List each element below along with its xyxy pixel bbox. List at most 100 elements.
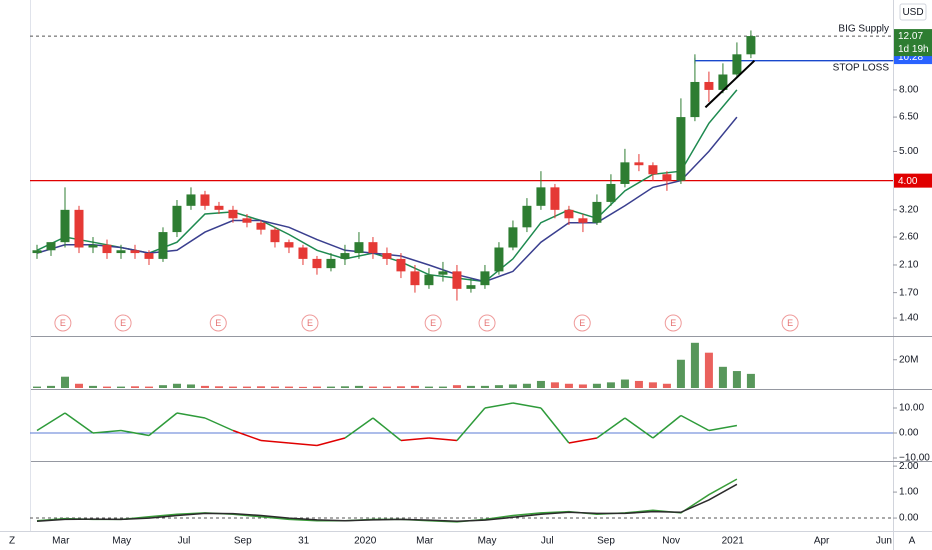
candle-body xyxy=(732,54,742,75)
volume-bar xyxy=(592,383,601,388)
volume-bar xyxy=(606,382,615,388)
volume-bar xyxy=(340,386,349,388)
volume-bar xyxy=(508,384,517,388)
volume-bar xyxy=(732,371,741,388)
trendline xyxy=(704,59,756,109)
candle-body xyxy=(214,205,224,210)
candle-body xyxy=(368,242,378,254)
volume-bar xyxy=(200,385,209,388)
bar-countdown: 1d 19h xyxy=(898,44,929,55)
volume-bar xyxy=(228,386,237,388)
y-tick-label: 0.00 xyxy=(899,428,919,439)
volume-bar xyxy=(718,366,727,388)
currency[interactable]: USD xyxy=(902,7,923,18)
y-tick-label: 1.40 xyxy=(899,313,919,324)
volume-bar xyxy=(704,352,713,388)
volume-bar xyxy=(326,386,335,388)
volume-bar xyxy=(564,383,573,388)
y-tick-label: 1.00 xyxy=(899,487,919,498)
volume-bar xyxy=(158,385,167,388)
volume-bar xyxy=(620,379,629,388)
auto-scale-button[interactable]: A xyxy=(909,536,916,547)
candle-body xyxy=(298,247,308,259)
candle-body xyxy=(102,244,112,254)
candle-body xyxy=(438,271,448,275)
x-tick-label: 2020 xyxy=(354,536,377,547)
volume-bar xyxy=(662,383,671,388)
zoom-button[interactable]: Z xyxy=(9,536,15,547)
oscillator-segment xyxy=(652,414,682,439)
x-tick-label: Apr xyxy=(814,536,830,547)
candle-body xyxy=(508,227,518,248)
earnings-label: E xyxy=(307,318,313,328)
oscillator-segment xyxy=(708,424,738,432)
last-price-tag: 12.07 xyxy=(898,31,923,42)
volume-bar xyxy=(102,386,111,388)
oscillator-segment xyxy=(176,412,206,419)
candle-body xyxy=(60,209,70,243)
volume-bar xyxy=(522,383,531,388)
currency-button[interactable] xyxy=(899,3,927,21)
volume-bar xyxy=(88,385,97,388)
volume-bar xyxy=(424,386,433,388)
y-tick-label: 0.00 xyxy=(899,513,919,524)
x-tick-label: Mar xyxy=(416,536,434,547)
candle-body xyxy=(116,250,126,254)
y-tick-label: 6.50 xyxy=(899,112,919,123)
oscillator-segment xyxy=(596,417,626,439)
candle-body xyxy=(704,81,714,90)
volume-bar xyxy=(410,385,419,388)
volume-bar xyxy=(746,373,755,388)
candle-body xyxy=(424,274,434,286)
y-tick-label: 2.10 xyxy=(899,260,919,271)
x-tick-label: Nov xyxy=(662,536,680,547)
level-tag-bg xyxy=(894,173,932,188)
oscillator-segment xyxy=(540,407,570,444)
volume-bar xyxy=(46,385,55,388)
candle-body xyxy=(46,242,56,251)
oscillator-segment xyxy=(120,429,150,437)
oscillator-segment xyxy=(260,439,290,444)
candle-body xyxy=(746,36,756,55)
candle-body xyxy=(382,253,392,259)
earnings-label: E xyxy=(215,318,221,328)
oscillator-segment xyxy=(316,437,346,447)
candle-body xyxy=(718,74,728,90)
x-tick-label: May xyxy=(112,536,131,547)
candle-body xyxy=(242,218,252,223)
x-tick-label: Jul xyxy=(178,536,191,547)
candle-body xyxy=(592,201,602,223)
earnings-label: E xyxy=(579,318,585,328)
volume-bar xyxy=(480,385,489,388)
volume-bar xyxy=(284,386,293,388)
candle-body xyxy=(634,162,644,166)
oscillator-segment xyxy=(680,414,710,432)
volume-bar xyxy=(116,386,125,388)
candle-body xyxy=(130,250,140,254)
volume-bar xyxy=(130,386,139,388)
oscillator-segment xyxy=(232,429,262,442)
volume-bar xyxy=(74,383,83,388)
oscillator-segment xyxy=(512,402,542,409)
x-tick-label: Jul xyxy=(541,536,554,547)
candle-body xyxy=(606,183,616,202)
x-tick-label: Jun xyxy=(876,536,892,547)
candle-body xyxy=(158,232,168,259)
oscillator-segment xyxy=(484,402,514,409)
y-tick-label: 10.00 xyxy=(899,403,924,414)
candle-body xyxy=(662,174,672,181)
candle-body xyxy=(396,258,406,272)
volume-bar xyxy=(466,385,475,388)
candle-body xyxy=(564,209,574,219)
last-price-tag-bg xyxy=(894,29,932,44)
volume-bar xyxy=(172,383,181,388)
oscillator-segment xyxy=(428,437,458,442)
candle-body xyxy=(354,242,364,254)
volume-bar xyxy=(438,386,447,388)
candle-body xyxy=(480,271,490,286)
y-tick-label: 3.20 xyxy=(899,204,919,215)
candle-body xyxy=(620,162,630,184)
volume-bar xyxy=(32,386,41,388)
volume-bar xyxy=(634,380,643,388)
price-tag: 10.28 xyxy=(898,52,923,63)
